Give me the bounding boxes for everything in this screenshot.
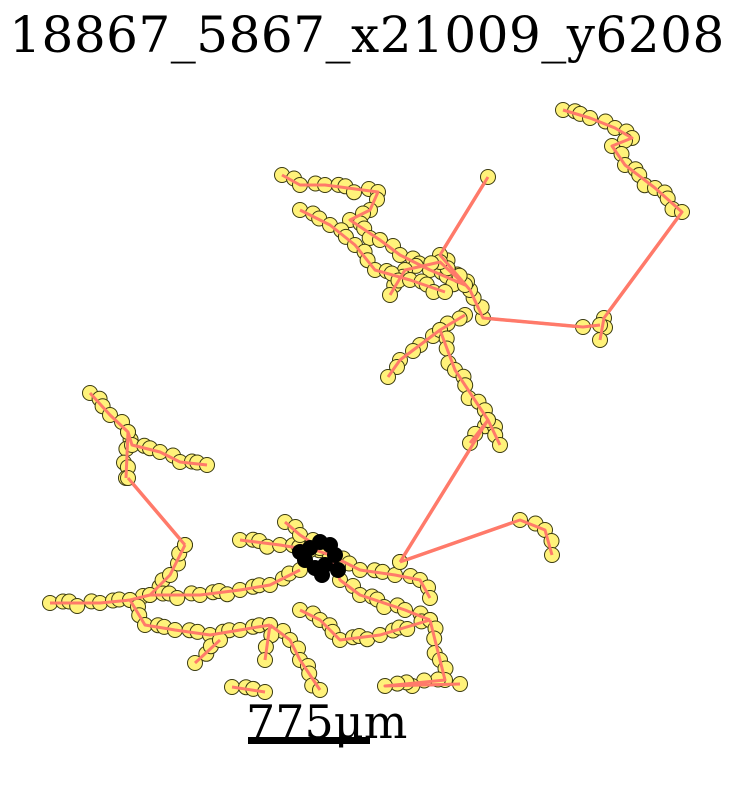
trace-edge-overlay [486,419,502,446]
trace-edge-overlay [50,544,187,605]
trace-edge-overlay [193,638,222,665]
trace-edge-overlay [231,685,266,694]
trace-node [169,590,186,606]
trace-edge-overlay [150,568,301,597]
trace-edge-overlay [88,391,130,479]
soma-blob [292,534,346,583]
figure-title: 18867_5867_x21009_y6208 [9,6,725,64]
scale-bar [248,737,370,744]
trace-edge-overlay [126,431,208,467]
trace-edge-overlay [438,329,490,444]
trace-edge-overlay [562,108,684,341]
node-layer [42,102,690,700]
trace-edge-overlay [399,518,554,564]
trace-node [69,598,86,614]
trace-edge-overlay [299,208,446,294]
trace-edge-overlay [269,623,322,691]
trace-edge-overlay [299,608,431,642]
trace-edge-overlay [386,313,466,378]
trace-edge [438,176,601,329]
trace-edge-overlay [438,176,601,329]
soma-node [292,544,308,560]
trace-edge-overlay [126,477,187,546]
trace-edge-overlay [299,543,432,599]
soma-node [327,547,343,563]
trace-edge-overlay [128,599,271,637]
trace-edge-overlay [398,419,490,563]
soma-node [314,567,330,583]
trace-edge-overlay [383,619,461,688]
trace-edge-overlay [263,624,272,661]
soma-node [330,562,346,578]
trace-edge-overlay [281,173,467,296]
